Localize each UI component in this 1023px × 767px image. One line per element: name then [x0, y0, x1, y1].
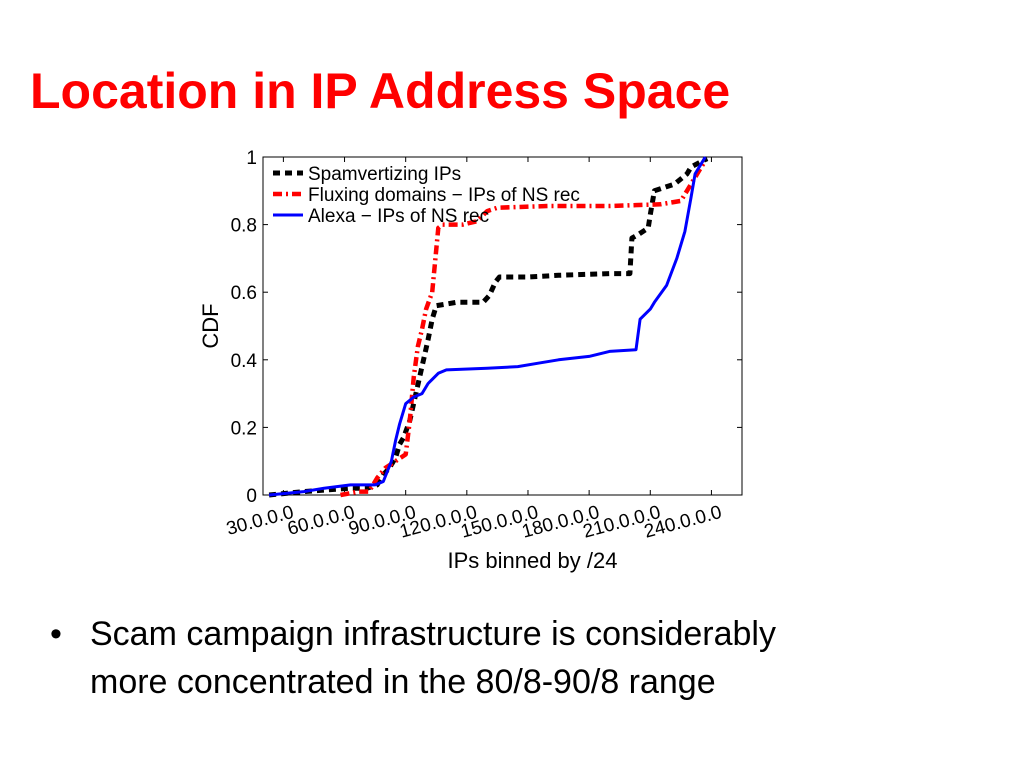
- legend-label-1: Spamvertizing IPs: [308, 164, 461, 185]
- plot-frame: [262, 156, 743, 496]
- series-line-3: [268, 156, 707, 497]
- cdf-chart: 00.20.40.60.8130.0.0.060.0.0.090.0.0.012…: [198, 148, 743, 573]
- series-line-2: [340, 162, 706, 498]
- y-axis-label: CDF: [198, 303, 223, 348]
- y-tick-label: 0.8: [231, 216, 257, 237]
- legend-label-3: Alexa − IPs of NS rec: [308, 206, 489, 227]
- y-tick-label: 1: [246, 148, 257, 169]
- y-tick-label: 0: [246, 486, 257, 507]
- bullet-line-2: more concentrated in the 80/8-90/8 range: [90, 663, 716, 701]
- slide-title: Location in IP Address Space: [30, 63, 731, 119]
- bullet-line-1: Scam campaign infrastructure is consider…: [90, 615, 776, 653]
- y-tick-label: 0.6: [231, 283, 257, 304]
- bullet-marker: •: [50, 615, 62, 653]
- legend-label-2: Fluxing domains − IPs of NS rec: [308, 185, 580, 206]
- x-axis-label: IPs binned by /24: [447, 548, 617, 573]
- y-tick-label: 0.2: [231, 418, 257, 439]
- y-tick-label: 0.4: [231, 351, 258, 372]
